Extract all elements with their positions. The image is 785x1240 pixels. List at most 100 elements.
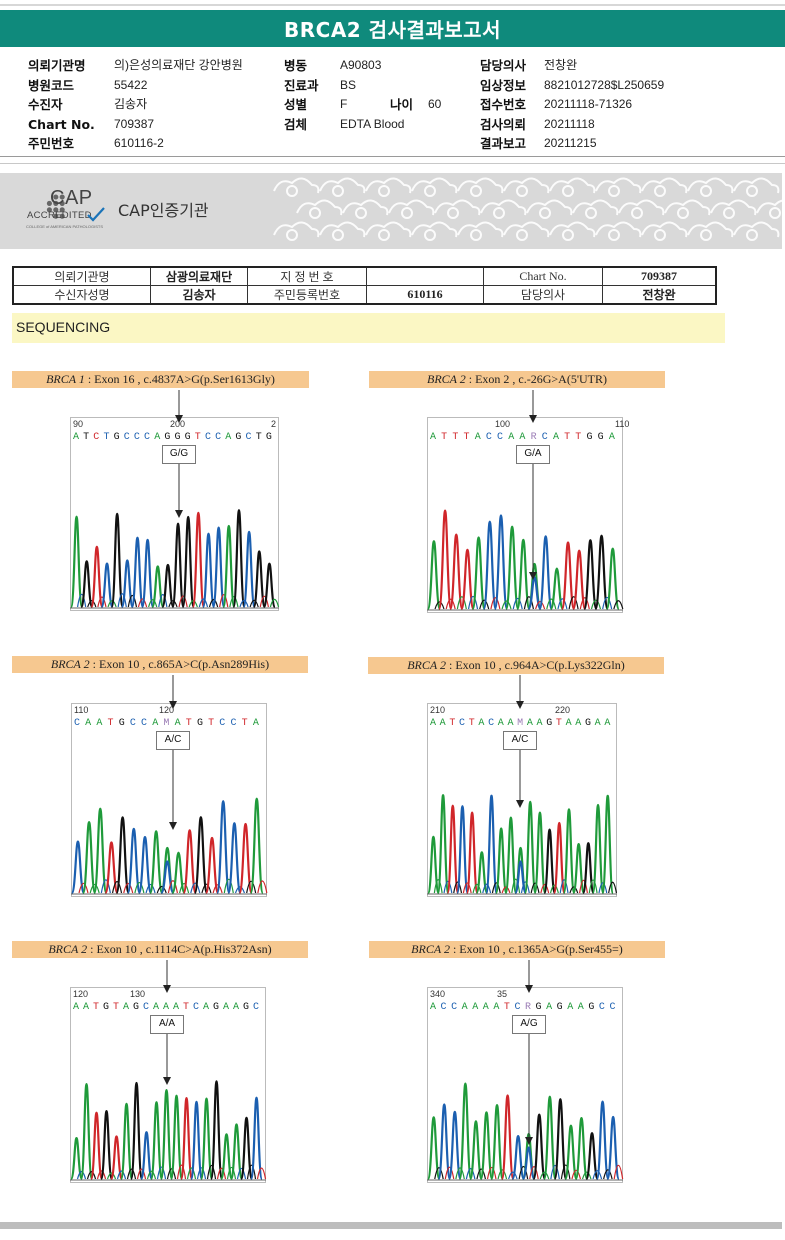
trace-noise	[179, 882, 190, 894]
trace-noise	[467, 595, 479, 610]
base-letter: C	[486, 432, 492, 443]
trace-noise	[549, 884, 559, 894]
pt-value: 김송자	[150, 285, 248, 305]
label-request-date: 검사의뢰	[480, 116, 527, 132]
base-letter: T	[108, 718, 114, 729]
base-letter: A	[507, 718, 513, 729]
pt-label: 지 정 번 호	[247, 266, 367, 286]
trace-noise	[188, 600, 198, 608]
label-sex: 성별	[284, 97, 308, 112]
trace-noise	[602, 596, 613, 610]
trace-peak	[189, 1100, 204, 1181]
trace-peak	[538, 535, 553, 611]
trace-peak	[211, 526, 226, 609]
base-letter: T	[556, 718, 562, 729]
trace-noise	[581, 1171, 592, 1180]
pt-value: 610116	[366, 285, 484, 305]
base-letter: C	[514, 1002, 520, 1013]
trace-noise	[455, 1167, 465, 1180]
trace-noise	[560, 1164, 571, 1180]
trace-peak	[437, 1103, 452, 1181]
base-letter: C	[74, 718, 80, 729]
value-institution: 의)은성의료재단 강안병원	[114, 58, 243, 72]
trace-noise	[472, 883, 482, 894]
header-col-1: 의뢰기관명 의)은성의료재단 강안병원 병원코드 55422 수진자 김송자 Char…	[28, 56, 243, 154]
trace-peak	[595, 1100, 610, 1181]
base-letter: C	[193, 1002, 199, 1013]
value-age: 60	[428, 97, 442, 111]
base-letter: G	[164, 432, 170, 443]
trace-noise	[434, 1167, 444, 1180]
trace-noise	[613, 1164, 624, 1180]
trace-peak	[469, 1120, 483, 1181]
trace-noise	[106, 1172, 117, 1180]
label-report-date: 결과보고	[480, 136, 527, 151]
base-letter: R	[531, 432, 537, 443]
trace-peak	[490, 1104, 504, 1181]
trace-noise	[87, 599, 97, 608]
trace-noise	[216, 1167, 227, 1180]
trace-noise	[166, 1168, 177, 1180]
base-letter: A	[85, 718, 91, 729]
trace-noise	[239, 599, 249, 608]
gene-name: BRCA 2	[426, 372, 466, 386]
trace-peak	[171, 522, 185, 609]
trace-peak	[227, 822, 242, 895]
trace-peak	[458, 1082, 473, 1181]
trace-peak	[139, 1131, 154, 1181]
base-letter: C	[141, 718, 147, 729]
trace-noise	[598, 882, 608, 894]
trace-noise	[167, 880, 178, 894]
trace-peak	[601, 794, 615, 895]
label-doctor: 담당의사	[480, 58, 527, 73]
base-letter: M	[517, 718, 523, 729]
cap-logo-text: CAP	[50, 187, 93, 209]
trace-peak	[553, 1098, 568, 1181]
trace-noise	[156, 1166, 167, 1180]
trace-peak	[533, 811, 547, 895]
base-letter: C	[144, 432, 150, 443]
value-clinical-info: 8821012728$L250659	[544, 77, 665, 92]
base-letter: C	[542, 432, 548, 443]
base-letter: A	[96, 718, 102, 729]
base-letter: A	[153, 1002, 159, 1013]
trace-noise	[579, 597, 590, 610]
trace-noise	[486, 1166, 497, 1180]
trace-peak	[437, 509, 453, 611]
base-letter: G	[546, 718, 552, 729]
trace-noise	[579, 879, 588, 894]
trace-noise	[453, 881, 463, 894]
position-number: 90	[73, 419, 83, 429]
trace-peak	[232, 509, 246, 609]
base-letter: T	[441, 432, 447, 443]
trace-peak	[242, 530, 256, 609]
trace-peak	[504, 525, 520, 611]
trace-noise	[613, 600, 624, 610]
cap-accredited-text: ACCREDITED	[27, 210, 92, 221]
base-letter: C	[230, 718, 236, 729]
trace-peak	[93, 807, 108, 895]
trace-peak	[115, 816, 130, 895]
trace-peak	[514, 860, 527, 895]
variant-text: : Exon 10 , c.1114C>A(p.His372Asn)	[87, 942, 272, 956]
base-letter: M	[163, 718, 169, 729]
base-letter: A	[73, 432, 79, 443]
trace-peak	[81, 820, 97, 895]
trace-noise	[201, 883, 212, 894]
position-number: 35	[497, 989, 507, 999]
variant-text: : Exon 10 , c.1365A>G(p.Ser455=)	[449, 942, 623, 956]
trace-noise	[529, 1166, 539, 1180]
base-letter: T	[93, 1002, 99, 1013]
pt-label: 주민등록번호	[247, 285, 367, 305]
trace-noise	[571, 1169, 582, 1180]
base-letter: A	[73, 1002, 79, 1013]
base-letter: T	[113, 1002, 119, 1013]
trace-peak	[89, 1111, 104, 1181]
trace-peak	[215, 800, 231, 895]
trace-peak	[521, 1146, 536, 1181]
base-letter: C	[130, 718, 136, 729]
genotype-call: A/C	[503, 731, 537, 750]
trace-peak	[493, 514, 509, 611]
base-letter: A	[430, 1002, 436, 1013]
trace-noise	[236, 1167, 247, 1180]
